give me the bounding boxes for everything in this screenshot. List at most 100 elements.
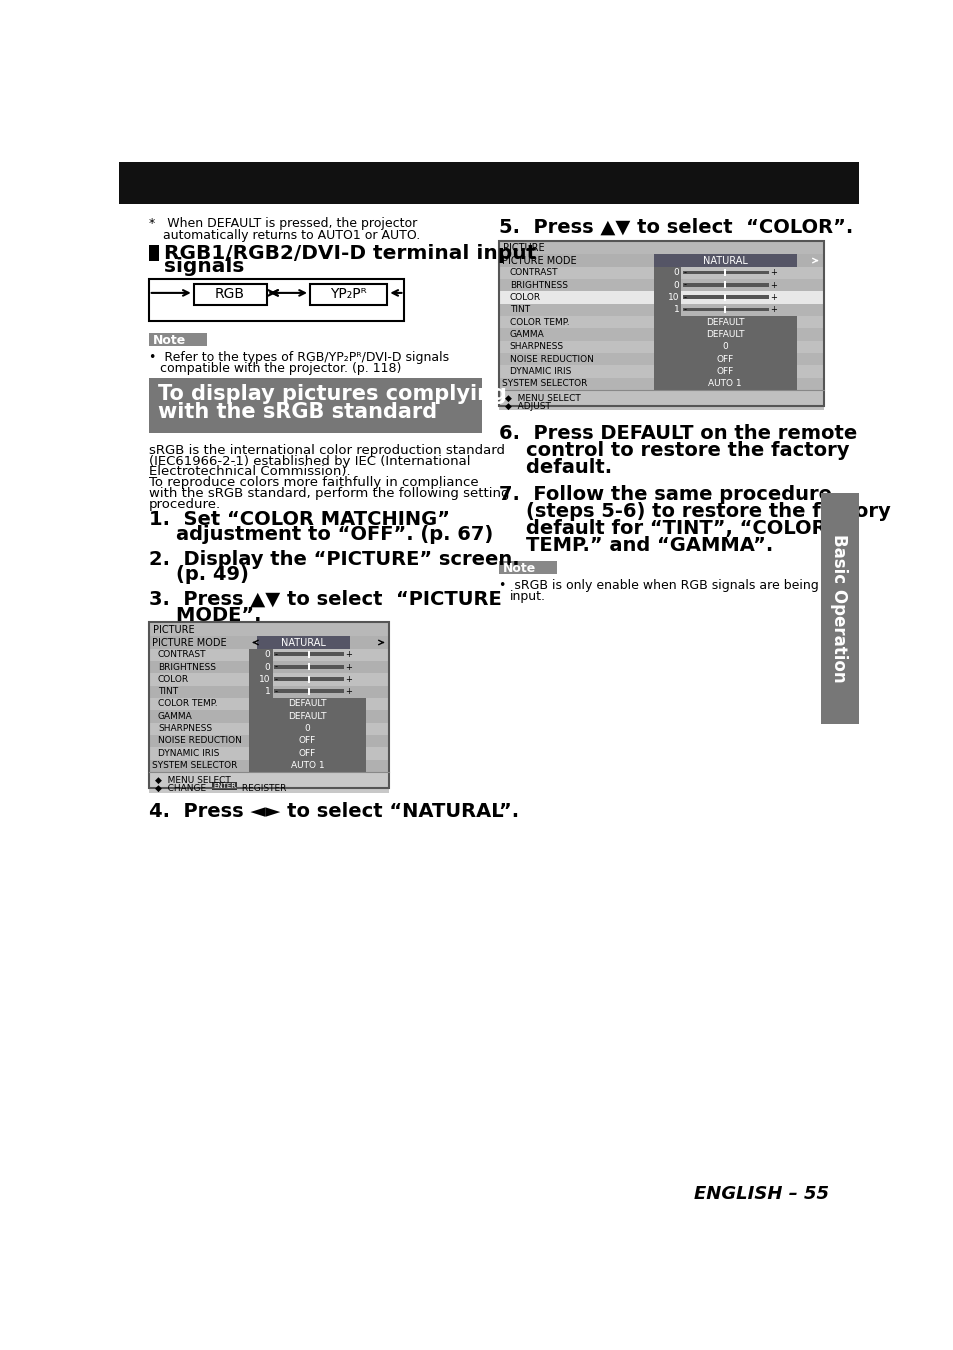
Text: To reproduce colors more faithfully in compliance: To reproduce colors more faithfully in c… [149,477,477,489]
Text: signals: signals [164,258,244,277]
Text: 4.  Press ◄► to select “NATURAL”.: 4. Press ◄► to select “NATURAL”. [149,802,518,821]
Text: Electrotechnical Commission).: Electrotechnical Commission). [149,466,350,478]
Text: adjustment to “OFF”. (p. 67): adjustment to “OFF”. (p. 67) [149,525,493,544]
Text: default.: default. [498,458,612,477]
Text: 0: 0 [264,651,270,659]
Text: (steps 5-6) to restore the factory: (steps 5-6) to restore the factory [498,502,890,521]
Text: YP₂Pᴿ: YP₂Pᴿ [330,286,367,301]
Bar [193,284,267,305]
Bar [654,378,797,390]
Bar [498,254,823,267]
Bar [307,688,310,695]
Text: input.: input. [509,590,545,603]
Bar [498,560,557,574]
Text: DEFAULT: DEFAULT [705,329,743,339]
Text: 10: 10 [667,293,679,302]
Text: OFF: OFF [298,749,315,757]
Text: *   When DEFAULT is pressed, the projector: * When DEFAULT is pressed, the projector [149,217,416,231]
Bar [723,269,725,275]
Text: 2.  Display the “PICTURE” screen.: 2. Display the “PICTURE” screen. [149,549,518,570]
Bar [249,760,365,772]
Text: -: - [274,675,277,684]
Bar [498,340,823,352]
Text: with the sRGB standard: with the sRGB standard [158,402,436,423]
Bar [249,722,365,734]
Bar [274,652,344,656]
Text: (IEC61966-2-1) established by IEC (International: (IEC61966-2-1) established by IEC (Inter… [149,455,470,467]
Text: 10: 10 [258,675,270,684]
Text: -: - [682,281,686,290]
Text: -: - [274,687,277,697]
Bar [249,747,365,760]
Text: with the sRGB standard, perform the following setting: with the sRGB standard, perform the foll… [149,487,509,500]
Text: GAMMA: GAMMA [509,329,544,339]
Text: AUTO 1: AUTO 1 [291,761,324,770]
Text: control to restore the factory: control to restore the factory [498,440,848,460]
Bar [498,328,823,340]
Bar [498,366,823,378]
Bar [654,328,797,340]
Text: 6.  Press DEFAULT on the remote: 6. Press DEFAULT on the remote [498,424,857,443]
Text: CONTRAST: CONTRAST [509,269,558,277]
Text: -: - [274,651,277,659]
Text: ◆  MENU SELECT: ◆ MENU SELECT [154,776,231,784]
Bar [249,662,273,674]
Bar [149,378,481,433]
Text: +: + [769,293,777,302]
Bar [149,747,389,760]
Text: ◆  MENU SELECT: ◆ MENU SELECT [505,394,580,402]
Text: PICTURE: PICTURE [502,243,544,252]
Bar [654,304,680,316]
Bar [149,698,389,710]
Bar [682,284,768,286]
Bar [149,333,207,346]
Text: CONTRAST: CONTRAST [158,651,206,659]
Bar [498,279,823,292]
Text: SHARPNESS: SHARPNESS [509,342,563,351]
Bar [682,270,768,274]
Text: -: - [682,293,686,302]
Bar [682,308,768,312]
Text: Note: Note [152,335,186,347]
Bar [274,690,344,694]
Text: PICTURE: PICTURE [152,625,194,634]
Text: -: - [274,663,277,671]
Text: 1.  Set “COLOR MATCHING”: 1. Set “COLOR MATCHING” [149,510,449,529]
Bar [723,294,725,301]
Text: 0: 0 [264,663,270,671]
Text: 0: 0 [673,281,679,290]
Bar [212,782,236,790]
Text: TINT: TINT [509,305,530,315]
Text: Note: Note [502,563,536,575]
Text: +: + [769,269,777,277]
Bar [149,722,389,734]
Bar [249,710,365,722]
Bar [149,648,389,662]
Bar [654,267,680,279]
Text: •  sRGB is only enable when RGB signals are being: • sRGB is only enable when RGB signals a… [498,579,818,593]
Text: SYSTEM SELECTOR: SYSTEM SELECTOR [501,379,587,389]
Text: default for “TINT”, “COLOR: default for “TINT”, “COLOR [498,520,825,539]
Bar [249,698,365,710]
Text: DYNAMIC IRIS: DYNAMIC IRIS [158,749,219,757]
Bar [149,760,389,772]
Text: •  Refer to the types of RGB/YP₂Pᴿ/DVI-D signals: • Refer to the types of RGB/YP₂Pᴿ/DVI-D … [149,351,448,364]
Bar [820,493,858,724]
Bar [307,663,310,670]
Text: COLOR: COLOR [158,675,189,684]
Text: 7.  Follow the same procedure: 7. Follow the same procedure [498,486,831,505]
Text: DEFAULT: DEFAULT [705,317,743,327]
Bar [149,246,158,261]
Text: 5.  Press ▲▼ to select  “COLOR”.: 5. Press ▲▼ to select “COLOR”. [498,217,852,236]
Text: ENGLISH – 55: ENGLISH – 55 [694,1184,828,1203]
Text: sRGB is the international color reproduction standard: sRGB is the international color reproduc… [149,444,504,456]
Text: ◆  CHANGE: ◆ CHANGE [154,784,206,794]
Text: OFF: OFF [716,355,733,363]
Bar [654,366,797,378]
Text: BRIGHTNESS: BRIGHTNESS [509,281,567,290]
Text: NATURAL: NATURAL [702,256,747,266]
Bar [498,292,823,304]
Text: SHARPNESS: SHARPNESS [158,724,212,733]
Bar [498,240,823,254]
Bar [654,279,680,292]
